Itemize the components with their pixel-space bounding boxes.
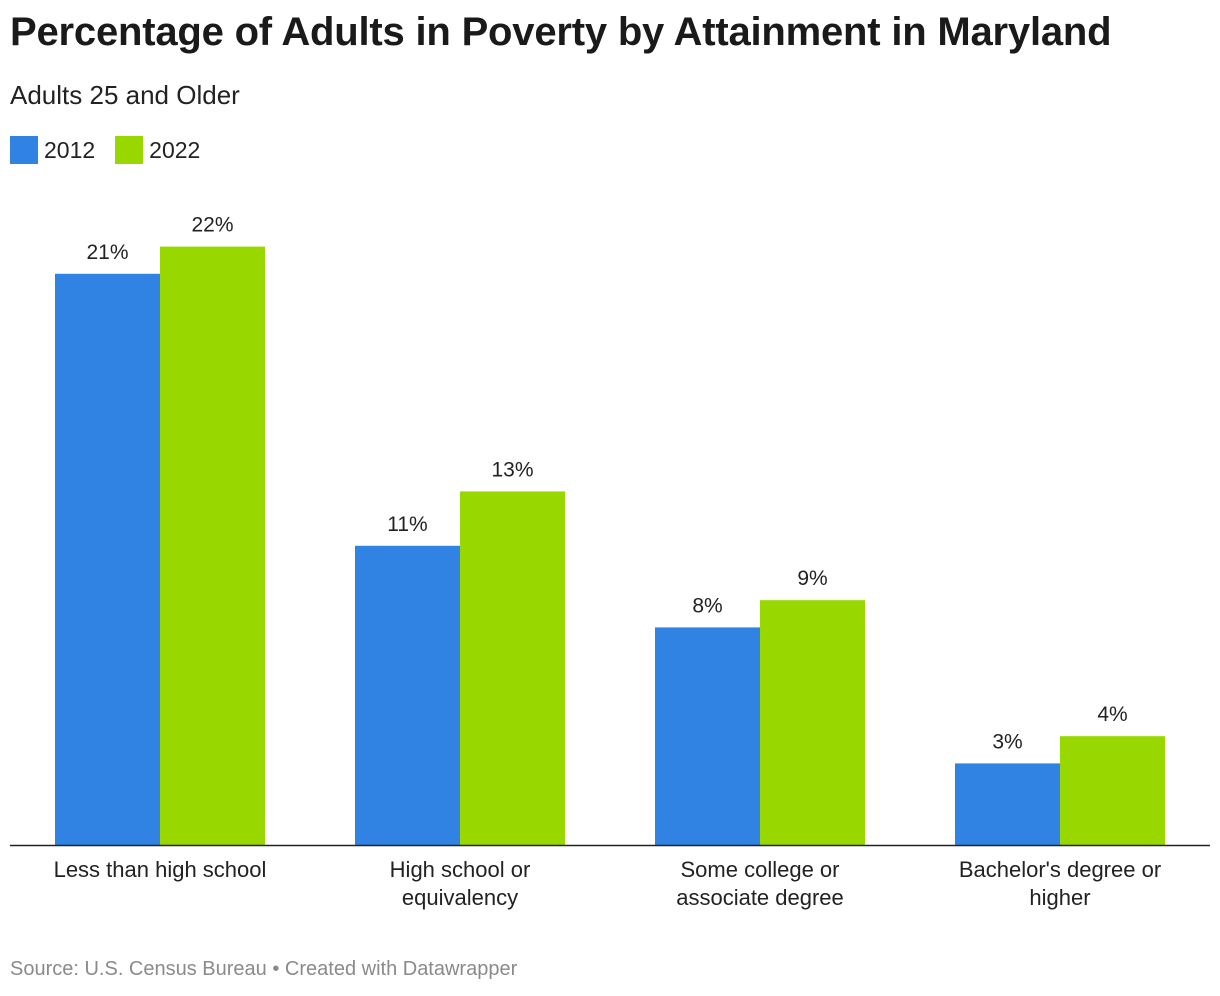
category-label-2-line-1: High school or [390, 857, 531, 882]
bar-chart: 21% 22% Less than high school 11% 13% High sc… [10, 214, 1210, 910]
bar-2022-2 [460, 491, 565, 845]
data-label-2022-2: 13% [491, 458, 533, 481]
chart-subtitle: Adults 25 and Older [10, 80, 240, 110]
data-label-2022-3: 9% [797, 567, 827, 590]
bar-2012-3 [655, 627, 760, 845]
legend-item-2012: 2012 [10, 136, 95, 164]
data-label-2012-2: 11% [387, 513, 427, 536]
legend: 2012 2022 [10, 136, 220, 164]
source-note: Source: U.S. Census Bureau • Created wit… [10, 958, 518, 980]
bar-2022-1 [160, 246, 265, 846]
bar-2022-4 [1060, 736, 1165, 845]
legend-swatch-2012 [10, 136, 38, 164]
bar-2022-3 [760, 600, 865, 845]
bar-2012-2 [355, 545, 460, 845]
data-label-2012-4: 3% [992, 730, 1022, 753]
category-label-3-line-1: Some college or [681, 857, 840, 882]
bar-2012-4 [955, 763, 1060, 845]
category-label-2-line-2: equivalency [402, 885, 518, 910]
legend-item-2022: 2022 [115, 136, 200, 164]
data-label-2012-3: 8% [692, 594, 722, 617]
chart-title: Percentage of Adults in Poverty by Attai… [10, 10, 1112, 54]
legend-swatch-2022 [115, 136, 144, 164]
category-label-4-line-1: Bachelor's degree or [959, 857, 1161, 882]
legend-label-2012: 2012 [44, 136, 96, 163]
data-label-2012-1: 21% [86, 241, 128, 264]
legend-label-2022: 2022 [149, 136, 201, 163]
category-label-1-line-1: Less than high school [54, 857, 267, 882]
bar-2012-1 [55, 273, 160, 845]
category-label-3-line-2: associate degree [676, 885, 844, 910]
data-label-2022-4: 4% [1097, 703, 1127, 726]
data-label-2022-1: 22% [191, 214, 233, 237]
category-label-4-line-2: higher [1029, 885, 1090, 910]
